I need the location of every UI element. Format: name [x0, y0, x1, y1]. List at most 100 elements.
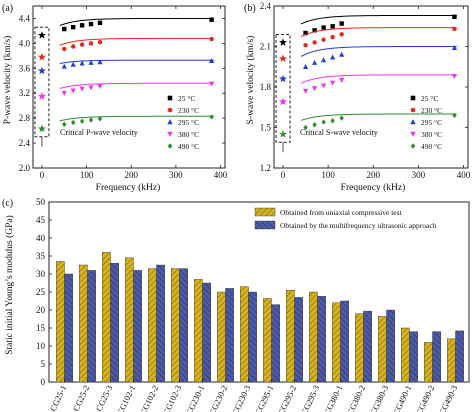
s-wave-fit-curve-4: [300, 113, 457, 121]
p-wave-y-tick-label: 2.0: [19, 163, 31, 173]
p-wave-data-point: [61, 91, 67, 97]
s-wave-legend-label: 380 °C: [421, 130, 442, 139]
s-wave-data-point: [312, 40, 317, 45]
bar-category-label: CG295-2: [276, 384, 298, 412]
p-wave-critical-box: [34, 26, 50, 138]
p-wave-legend-label: 490 °C: [178, 142, 199, 151]
p-wave-data-point: [97, 39, 103, 45]
bar-y-tick-label: 35: [36, 251, 46, 261]
p-wave-legend-label: 25 °C: [178, 94, 195, 103]
p-wave-data-point: [209, 36, 214, 42]
bar-category-label: CG490-1: [391, 384, 413, 412]
bar-y-tick-label: 25: [36, 287, 46, 297]
p-wave-legend-marker: [167, 119, 173, 125]
s-wave-y-tick-label: 2.1: [260, 42, 271, 52]
panel-label-c: (c): [2, 198, 13, 209]
p-wave-data-point: [62, 46, 67, 52]
s-wave-y-tick-label: 2.4: [260, 1, 272, 11]
bar-category-label: CG380-1: [322, 384, 344, 412]
p-wave-chart: (a) P-wave velocity (km/s) Frequency (kH…: [2, 3, 228, 193]
s-wave-x-tick-label: 100: [321, 170, 335, 180]
p-wave-data-point: [62, 26, 67, 32]
s-wave-legend-label: 25 °C: [421, 94, 438, 103]
p-wave-data-point: [97, 20, 103, 26]
s-wave-data-point: [330, 34, 335, 40]
s-wave-fit-curve-0: [300, 14, 457, 25]
p-wave-data-point: [97, 116, 103, 122]
p-wave-data-point: [62, 121, 67, 128]
bar-ultrasonic: [202, 282, 211, 383]
p-wave-x-tick-label: 100: [80, 170, 94, 180]
p-wave-x-tick-label: 300: [169, 170, 183, 180]
p-wave-fit-curve-4: [59, 115, 214, 122]
p-wave-data-point: [61, 63, 67, 69]
youngs-modulus-y-axis-title: Static initial Young’s modulus (GPa): [4, 215, 15, 355]
p-wave-x-tick-label: 400: [214, 170, 228, 180]
p-wave-critical-annotation: Critical P-wave velocity: [60, 128, 138, 137]
bar-y-tick-label: 10: [36, 341, 46, 351]
s-wave-chart: (b) S-wave velocity (km/s) Frequency (kH…: [244, 1, 471, 193]
p-wave-fit-curve-2: [59, 59, 214, 65]
p-wave-plot-frame: [32, 5, 226, 169]
bar-y-tick-label: 50: [36, 197, 46, 207]
bar-legend-swatch: [254, 220, 276, 230]
p-wave-y-tick-label: 2.8: [19, 113, 31, 123]
bar-uniaxial: [102, 252, 111, 383]
bar-ultrasonic: [156, 264, 165, 383]
s-wave-data-point: [312, 86, 318, 92]
s-wave-y-axis-title: S-wave velocity (km/s): [245, 36, 256, 125]
p-wave-legend-label: 230 °C: [178, 106, 199, 115]
p-wave-x-axis-title: Frequency (kHz): [96, 182, 161, 193]
bar-ultrasonic: [409, 331, 418, 383]
p-wave-data-point: [70, 24, 76, 30]
p-wave-data-point: [209, 114, 214, 120]
bar-y-tick-label: 40: [36, 233, 46, 243]
s-wave-data-point: [330, 80, 336, 86]
bar-legend-label: Obtained from uniaxial compressive test: [280, 208, 403, 217]
bar-y-tick-label: 0: [41, 377, 46, 387]
bar-uniaxial: [148, 268, 157, 383]
s-wave-x-axis-title: Frequency (kHz): [341, 182, 406, 193]
panel-label-a: (a): [2, 3, 13, 14]
s-wave-data-point: [321, 57, 327, 63]
bar-category-label: CG102-2: [138, 384, 160, 412]
bar-ultrasonic: [87, 270, 96, 383]
p-wave-fit-curve-0: [59, 17, 214, 27]
p-wave-y-tick-label: 4.0: [19, 38, 31, 48]
s-wave-x-tick-label: 200: [367, 170, 381, 180]
bar-category-label: CG380-2: [345, 384, 367, 412]
s-wave-critical-point: [279, 54, 288, 63]
p-wave-legend-marker: [167, 107, 173, 113]
s-wave-data-point: [330, 24, 335, 29]
bar-category-label: CG25-3: [94, 384, 115, 412]
s-wave-legend-label: 230 °C: [421, 106, 442, 115]
s-wave-data-point: [339, 115, 344, 121]
s-wave-data-point: [451, 74, 458, 79]
s-wave-fit-curve-3: [300, 74, 457, 84]
bar-uniaxial: [355, 313, 364, 383]
bar-ultrasonic: [248, 291, 257, 383]
bar-category-label: CG230-2: [207, 384, 229, 412]
p-wave-y-tick-label: 3.6: [19, 63, 31, 73]
p-wave-data-point: [209, 17, 214, 22]
bar-uniaxial: [286, 290, 295, 383]
bar-category-label: CG25-1: [48, 384, 69, 412]
bar-uniaxial: [125, 257, 134, 383]
bar-category-label: CG102-3: [161, 384, 183, 412]
s-wave-data-point: [312, 59, 318, 65]
s-wave-data-point: [452, 26, 457, 32]
s-wave-data-point: [303, 30, 308, 36]
p-wave-data-point: [97, 59, 103, 65]
p-wave-x-tick-label: 0: [40, 170, 45, 180]
s-wave-data-point: [321, 83, 327, 89]
p-wave-critical-point: [37, 92, 46, 100]
bar-uniaxial: [424, 342, 433, 383]
bar-uniaxial: [401, 327, 410, 383]
p-wave-critical-point: [37, 31, 46, 39]
p-wave-y-axis-title: P-wave velocity (km/s): [2, 36, 13, 125]
bar-ultrasonic: [64, 273, 73, 383]
s-wave-y-tick-label: 1.2: [260, 163, 271, 173]
p-wave-legend-marker: [167, 131, 173, 137]
s-wave-fit-curve-1: [300, 27, 457, 37]
